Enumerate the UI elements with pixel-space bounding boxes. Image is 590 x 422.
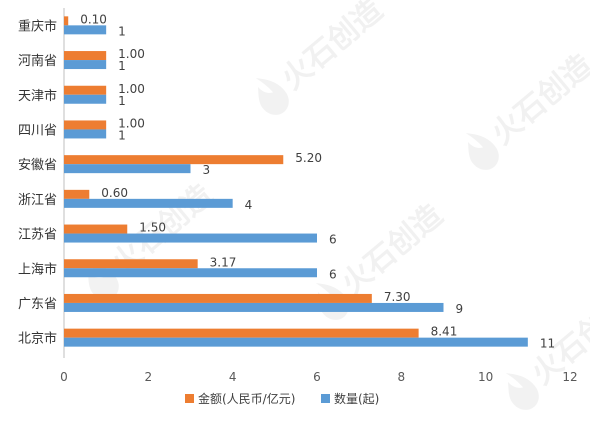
x-tick-label: 2: [145, 370, 153, 384]
bars: [64, 16, 528, 347]
bar-amount: [64, 224, 128, 234]
category-label: 河南省: [18, 53, 57, 69]
x-tick-labels: 0 2 4 6 8 10 12: [60, 370, 577, 384]
data-label-amount: 1.00: [118, 116, 145, 130]
bar-count: [64, 233, 317, 243]
watermark: 火石创造: [255, 0, 389, 115]
x-tick-label: 10: [478, 370, 493, 384]
data-label-count: 3: [203, 163, 211, 177]
flame-logo-icon: [505, 373, 539, 410]
bar-amount: [64, 259, 198, 269]
data-label-count: 4: [245, 198, 253, 212]
bar-count: [64, 60, 107, 70]
bar-amount: [64, 293, 372, 303]
bar-amount: [64, 16, 69, 26]
watermark-text: 火石创造: [335, 198, 449, 302]
watermark-text: 火石创造: [485, 48, 590, 152]
data-label-amount: 1.50: [139, 221, 166, 235]
bar-count: [64, 198, 233, 208]
bar-amount: [64, 328, 419, 338]
bar-count: [64, 268, 317, 278]
legend: 金额(人民币/亿元) 数量(起): [185, 391, 379, 406]
category-label: 浙江省: [18, 193, 57, 208]
category-label: 四川省: [18, 123, 57, 138]
data-label-amount: 0.10: [80, 12, 107, 26]
flame-logo-icon: [255, 78, 289, 115]
data-label-count: 6: [329, 233, 337, 247]
data-label-count: 1: [118, 24, 126, 38]
data-label-amount: 7.30: [384, 290, 411, 304]
legend-label-count: 数量(起): [334, 391, 379, 406]
legend-swatch-amount: [185, 394, 194, 403]
bar-count: [64, 164, 191, 174]
data-label-amount: 5.20: [295, 151, 322, 165]
data-label-count: 1: [118, 94, 126, 108]
data-label-count: 6: [329, 267, 337, 281]
legend-label-amount: 金额(人民币/亿元): [198, 391, 295, 406]
bar-amount: [64, 51, 107, 61]
category-label: 上海市: [18, 261, 57, 277]
data-label-count: 9: [456, 302, 464, 316]
data-label-amount: 8.41: [431, 325, 458, 339]
bar-count: [64, 129, 107, 139]
data-label-amount: 1.00: [118, 82, 145, 96]
data-label-amount: 3.17: [210, 255, 237, 269]
bar-count: [64, 94, 107, 104]
category-label: 江苏省: [18, 227, 57, 243]
x-tick-label: 0: [60, 370, 68, 384]
x-tick-label: 12: [562, 370, 577, 384]
category-label: 广东省: [18, 297, 57, 312]
watermark: 火石创造: [465, 48, 590, 170]
bar-amount: [64, 85, 107, 95]
data-label-amount: 1.00: [118, 47, 145, 61]
data-label-count: 1: [118, 128, 126, 142]
watermark-text: 火石创造: [525, 288, 590, 392]
legend-swatch-count: [321, 394, 330, 403]
category-label: 北京市: [18, 331, 57, 347]
category-label: 安徽省: [18, 158, 57, 173]
bar-count: [64, 25, 107, 35]
data-label-count: 11: [540, 337, 555, 351]
bar-amount: [64, 189, 90, 199]
data-labels: 0.1011.0011.0011.0015.2030.6041.5063.176…: [80, 12, 555, 350]
bar-count: [64, 337, 528, 347]
data-label-count: 1: [118, 59, 126, 73]
category-label: 重庆市: [18, 18, 57, 34]
category-label: 天津市: [18, 88, 57, 104]
x-tick-label: 6: [313, 370, 321, 384]
x-tick-label: 8: [398, 370, 406, 384]
bar-amount: [64, 155, 284, 165]
data-label-amount: 0.60: [101, 186, 128, 200]
x-tick-label: 4: [229, 370, 237, 384]
bar-count: [64, 302, 444, 312]
watermark-text: 火石创造: [275, 0, 389, 97]
bar-amount: [64, 120, 107, 130]
flame-logo-icon: [465, 133, 499, 170]
